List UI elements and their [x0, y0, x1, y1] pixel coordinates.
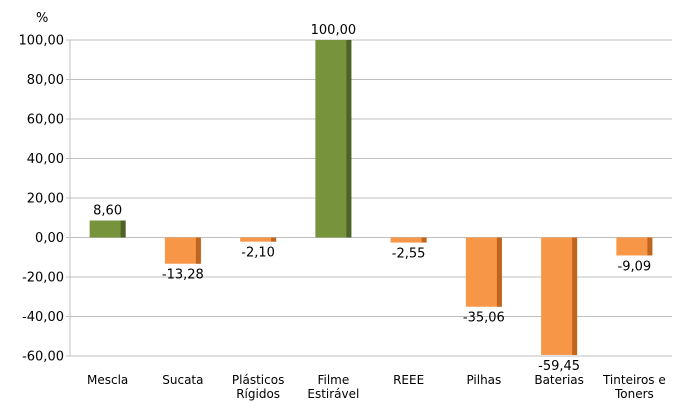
y-axis-unit-label: % — [36, 11, 48, 26]
bar-side — [572, 237, 578, 355]
category-label: REEE — [393, 373, 424, 387]
data-label: 100,00 — [311, 23, 357, 38]
y-tick-label: 80,00 — [27, 73, 64, 88]
category-label: Sucata — [162, 373, 203, 387]
bar — [315, 40, 352, 238]
y-tick-label: 20,00 — [27, 192, 64, 207]
category-label: Pilhas — [466, 373, 501, 387]
category-label: Baterias — [534, 373, 584, 387]
y-tick-label: 0,00 — [35, 231, 64, 246]
category-label: Plásticos Rígidos — [232, 373, 284, 401]
bar-side — [647, 237, 653, 256]
bar-side — [271, 237, 277, 242]
category-label: Filme Estirável — [307, 373, 359, 401]
bar-side — [496, 237, 502, 307]
bar — [390, 237, 427, 243]
y-tick-label: 100,00 — [19, 34, 65, 49]
bar — [240, 237, 277, 242]
data-label: -9,09 — [618, 259, 652, 274]
y-tick-label: -60,00 — [22, 350, 64, 365]
y-tick-label: 60,00 — [27, 113, 64, 128]
bar — [89, 220, 126, 238]
data-labels: 8,60 -13,28 -2,10 100,00 -2,55 -35,06 -59,45 -9… — [93, 23, 651, 374]
data-label: -13,28 — [162, 268, 204, 283]
bar — [164, 237, 201, 264]
data-label: -59,45 — [538, 359, 580, 374]
y-axis-ticks: 100,00 80,00 60,00 40,00 20,00 0,00 -20,00 -40,… — [19, 34, 65, 365]
bar-side — [195, 237, 201, 264]
x-axis-categories: Mescla Sucata Plásticos Rígidos Filme Estiráv… — [87, 373, 666, 401]
category-label: Mescla — [87, 373, 128, 387]
y-tick-label: 40,00 — [27, 152, 64, 167]
bar — [616, 237, 653, 256]
y-tick-label: -20,00 — [22, 271, 64, 286]
gridlines — [66, 39, 672, 357]
bars — [89, 40, 653, 355]
data-label: 8,60 — [93, 204, 122, 219]
data-label: -2,10 — [241, 246, 275, 261]
category-label: Tinteiros e Toners — [602, 373, 666, 401]
data-label: -2,55 — [392, 247, 426, 262]
data-label: -35,06 — [463, 311, 505, 326]
bar-side — [421, 237, 427, 243]
bar — [541, 237, 578, 355]
bar-side — [346, 40, 352, 238]
bar-side — [120, 220, 126, 238]
y-tick-label: -40,00 — [22, 310, 64, 325]
bar — [465, 237, 502, 307]
